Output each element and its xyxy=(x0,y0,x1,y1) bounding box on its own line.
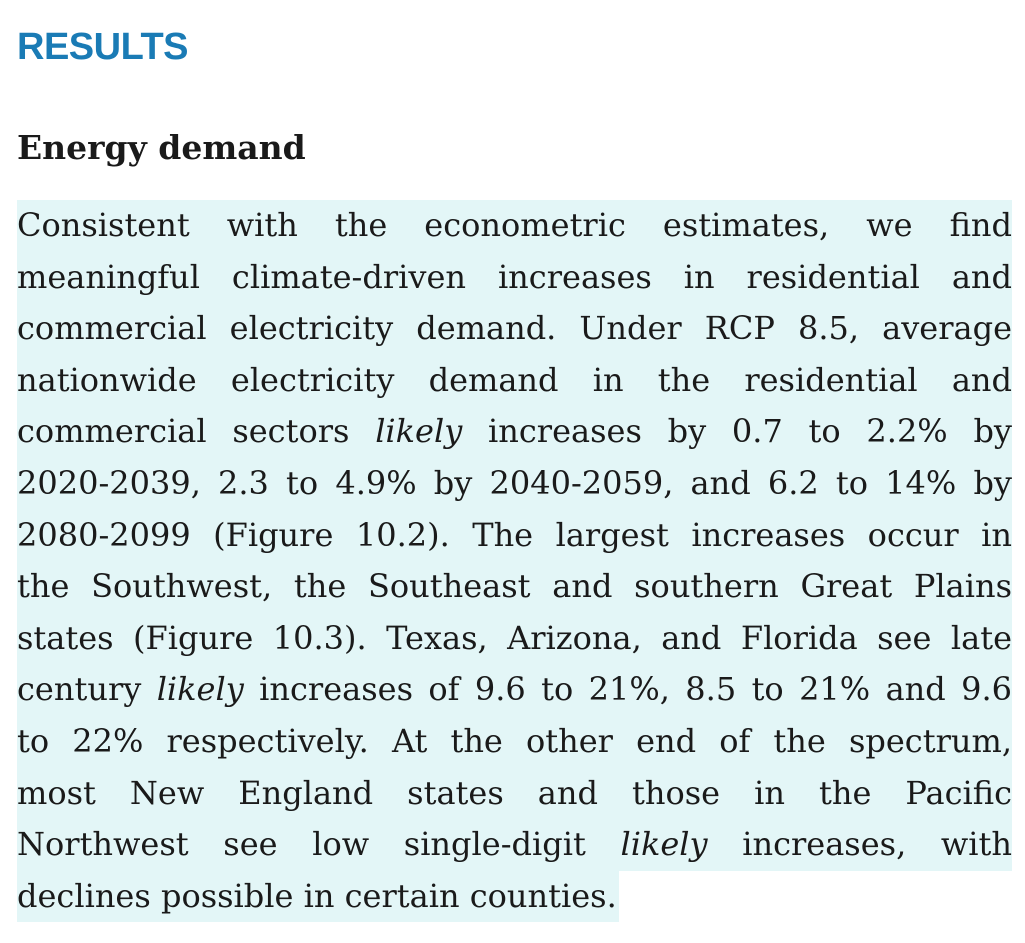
paragraph-line: 2080-2099 (Figure 10.2). The largest inc… xyxy=(17,509,1012,562)
paragraph-line: meaningful climate-driven increases in r… xyxy=(17,251,1012,304)
paragraph-line: nationwide electricity demand in the res… xyxy=(17,354,1012,407)
paragraph-line: Consistent with the econometric estimate… xyxy=(17,200,1012,252)
subsection-heading: Energy demand xyxy=(17,128,306,167)
section-heading: RESULTS xyxy=(17,26,189,68)
italic-likely: likely xyxy=(375,412,463,451)
paragraph-line: commercial sectors likely increases by 0… xyxy=(17,406,1012,458)
paragraph-line: most New England states and those in the… xyxy=(17,767,1012,820)
paragraph-line: declines possible in certain counties. xyxy=(17,870,619,923)
body-paragraph: Consistent with the econometric estimate… xyxy=(17,200,1012,923)
paragraph-line: states (Figure 10.3). Texas, Arizona, an… xyxy=(17,612,1012,665)
paragraph-line: 2020-2039, 2.3 to 4.9% by 2040-2059, and… xyxy=(17,457,1012,510)
italic-likely: likely xyxy=(156,670,244,709)
paragraph-line: commercial electricity demand. Under RCP… xyxy=(17,303,1012,355)
paragraph-line: to 22% respectively. At the other end of… xyxy=(17,715,1012,768)
paragraph-line: Northwest see low single-digit likely in… xyxy=(17,819,1012,871)
paragraph-line: century likely increases of 9.6 to 21%, … xyxy=(17,664,1012,716)
italic-likely: likely xyxy=(620,825,708,864)
paragraph-line: the Southwest, the Southeast and souther… xyxy=(17,561,1012,613)
